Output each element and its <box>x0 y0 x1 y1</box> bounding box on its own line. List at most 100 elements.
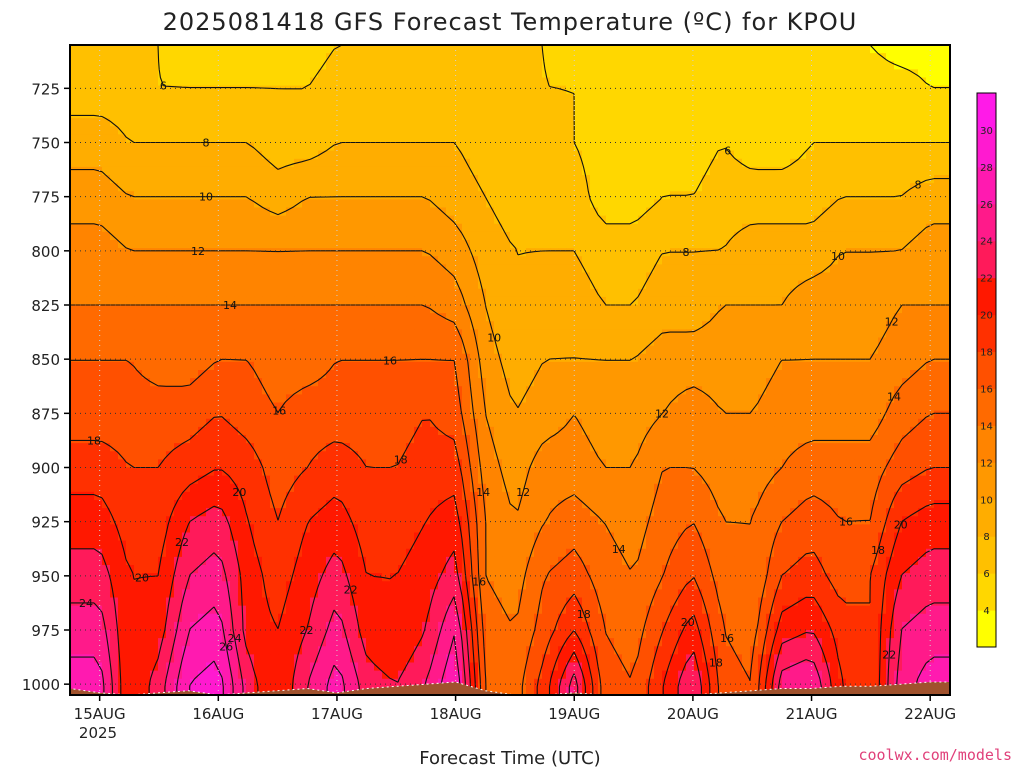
field-cell <box>470 77 479 87</box>
field-cell <box>630 370 639 379</box>
field-cell <box>102 166 111 176</box>
field-cell <box>230 248 239 257</box>
field-cell <box>678 223 687 233</box>
field-cell <box>478 215 487 225</box>
field-cell <box>870 93 879 103</box>
field-cell <box>574 53 583 62</box>
field-cell <box>494 134 503 144</box>
field-cell <box>558 199 567 209</box>
field-cell <box>406 150 415 160</box>
field-cell <box>702 191 711 200</box>
field-cell <box>862 61 871 70</box>
field-cell <box>654 101 663 111</box>
field-cell <box>206 280 215 290</box>
field-cell <box>182 321 191 330</box>
field-cell <box>358 305 367 314</box>
field-cell <box>446 361 455 371</box>
field-cell <box>686 183 695 192</box>
field-cell <box>918 305 927 314</box>
field-cell <box>550 345 559 355</box>
field-cell <box>358 280 367 290</box>
field-cell <box>934 386 943 395</box>
field-cell <box>734 215 743 225</box>
field-cell <box>686 329 695 339</box>
field-cell <box>622 77 631 87</box>
field-cell <box>550 386 559 395</box>
field-cell <box>486 305 495 314</box>
field-cell <box>230 386 239 395</box>
field-cell <box>294 353 303 363</box>
field-cell <box>102 191 111 200</box>
field-cell <box>238 110 247 119</box>
field-cell <box>174 305 183 314</box>
field-cell <box>862 158 871 168</box>
field-cell <box>534 183 543 192</box>
field-cell <box>398 199 407 209</box>
field-cell <box>182 183 191 192</box>
field-cell <box>518 296 527 306</box>
field-cell <box>870 166 879 176</box>
field-cell <box>342 370 351 379</box>
field-cell <box>262 166 271 176</box>
field-cell <box>894 394 903 404</box>
field-cell <box>382 337 391 347</box>
field-cell <box>422 85 431 95</box>
field-cell <box>158 231 167 241</box>
field-cell <box>670 296 679 306</box>
field-cell <box>462 69 471 79</box>
field-cell <box>366 231 375 241</box>
field-cell <box>358 272 367 282</box>
field-cell <box>534 313 543 322</box>
field-cell <box>478 305 487 314</box>
field-cell <box>694 296 703 306</box>
field-cell <box>526 215 535 225</box>
field-cell <box>582 370 591 379</box>
field-cell <box>558 337 567 347</box>
field-cell <box>774 256 783 265</box>
field-cell <box>438 410 447 420</box>
field-cell <box>334 85 343 95</box>
field-cell <box>286 240 295 249</box>
field-cell <box>870 134 879 144</box>
field-cell <box>854 191 863 200</box>
field-cell <box>910 353 919 363</box>
field-cell <box>942 296 950 306</box>
field-cell <box>102 272 111 282</box>
field-cell <box>238 77 247 87</box>
field-cell <box>742 329 751 339</box>
field-cell <box>822 158 831 168</box>
field-cell <box>678 272 687 282</box>
field-cell <box>422 288 431 298</box>
field-cell <box>694 361 703 371</box>
field-cell <box>446 223 455 233</box>
field-cell <box>806 61 815 70</box>
field-cell <box>798 313 807 322</box>
field-cell <box>518 110 527 119</box>
field-cell <box>470 118 479 127</box>
field-cell <box>462 378 471 387</box>
field-cell <box>526 240 535 249</box>
field-cell <box>566 53 575 62</box>
field-cell <box>182 61 191 70</box>
field-cell <box>118 142 127 152</box>
field-cell <box>662 126 671 135</box>
field-cell <box>854 345 863 355</box>
field-cell <box>902 280 911 290</box>
field-cell <box>894 337 903 347</box>
field-cell <box>270 223 279 233</box>
field-cell <box>510 142 519 152</box>
field-cell <box>222 264 231 274</box>
field-cell <box>918 85 927 95</box>
field-cell <box>894 175 903 184</box>
field-cell <box>822 77 831 87</box>
field-cell <box>318 183 327 192</box>
field-cell <box>70 272 79 282</box>
field-cell <box>742 183 751 192</box>
field-cell <box>574 313 583 322</box>
field-cell <box>662 61 671 70</box>
field-cell <box>190 77 199 87</box>
field-cell <box>486 69 495 79</box>
field-cell <box>694 345 703 355</box>
field-cell <box>510 183 519 192</box>
field-cell <box>726 280 735 290</box>
